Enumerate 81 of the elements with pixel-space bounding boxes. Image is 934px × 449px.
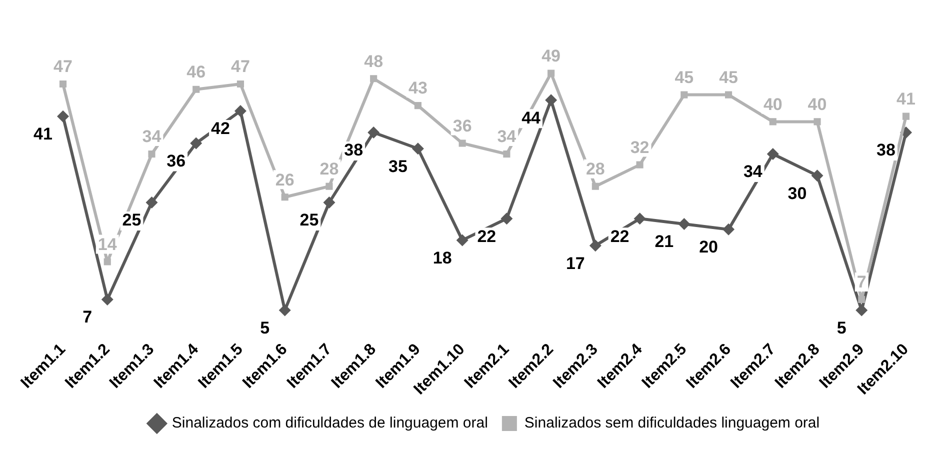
data-label: 38 (876, 140, 896, 160)
data-label: 22 (610, 226, 630, 246)
point (545, 94, 558, 106)
data-label: 28 (320, 160, 339, 179)
point (769, 118, 776, 126)
point (592, 182, 599, 190)
point (323, 196, 336, 208)
data-label: 45 (719, 68, 738, 87)
data-label: 22 (477, 226, 496, 246)
point (856, 304, 868, 316)
data-label: 30 (788, 184, 807, 203)
point (680, 91, 688, 98)
point (636, 161, 644, 168)
point (234, 104, 246, 117)
point (278, 304, 291, 316)
data-label: 25 (300, 210, 319, 230)
point (192, 86, 200, 93)
point (414, 102, 422, 110)
legend-label: Sinalizados com dificuldades de linguagem oral (172, 414, 488, 432)
point (814, 118, 821, 126)
data-label: 49 (542, 46, 561, 66)
data-label: 26 (275, 170, 294, 190)
point (370, 75, 378, 82)
data-label: 41 (34, 124, 52, 144)
point (724, 91, 732, 98)
data-label: 28 (586, 160, 605, 179)
data-label: 21 (654, 232, 674, 252)
data-label: 35 (388, 156, 408, 176)
data-label: 5 (836, 318, 846, 338)
point (811, 170, 824, 182)
point (503, 150, 510, 158)
point (190, 137, 202, 150)
data-label: 41 (896, 90, 916, 109)
data-label: 47 (54, 57, 72, 76)
data-label: 14 (98, 234, 118, 254)
point (281, 194, 288, 201)
point (148, 150, 156, 158)
data-label: 34 (743, 162, 763, 182)
data-label: 48 (364, 52, 384, 71)
point (589, 240, 602, 252)
data-label: 18 (432, 248, 452, 268)
point (766, 148, 779, 160)
point (368, 126, 380, 138)
data-label: 40 (763, 94, 782, 114)
point (500, 212, 513, 225)
point (326, 182, 333, 190)
data-label: 34 (497, 127, 517, 146)
data-label: 5 (260, 318, 270, 338)
point (858, 296, 866, 303)
point (634, 212, 646, 225)
data-label: 25 (122, 210, 142, 230)
data-label: 7 (856, 272, 866, 292)
data-label: 17 (566, 254, 585, 273)
data-label: 38 (344, 140, 364, 160)
data-label: 47 (231, 57, 250, 76)
point (902, 112, 910, 120)
point (146, 196, 158, 208)
data-label: 36 (166, 151, 186, 170)
point (456, 234, 468, 246)
data-label: 40 (808, 94, 827, 114)
data-label: 44 (522, 108, 542, 128)
data-label: 36 (452, 116, 472, 136)
point (101, 293, 114, 306)
point (57, 110, 69, 122)
data-label: 7 (82, 308, 92, 327)
data-label: 46 (186, 62, 206, 82)
legend-label: Sinalizados sem dificuldades linguagem oral (524, 414, 820, 432)
data-label: 34 (142, 127, 162, 146)
data-label: 20 (699, 238, 718, 257)
point (59, 80, 67, 88)
point (548, 70, 555, 77)
data-label: 45 (674, 68, 694, 87)
point (412, 142, 424, 155)
point (722, 223, 735, 236)
data-label: 42 (211, 119, 230, 138)
data-label: 32 (630, 138, 650, 157)
data-label: 43 (408, 78, 428, 98)
point (678, 218, 690, 230)
point (458, 140, 466, 147)
point (104, 258, 111, 266)
point (236, 80, 244, 88)
